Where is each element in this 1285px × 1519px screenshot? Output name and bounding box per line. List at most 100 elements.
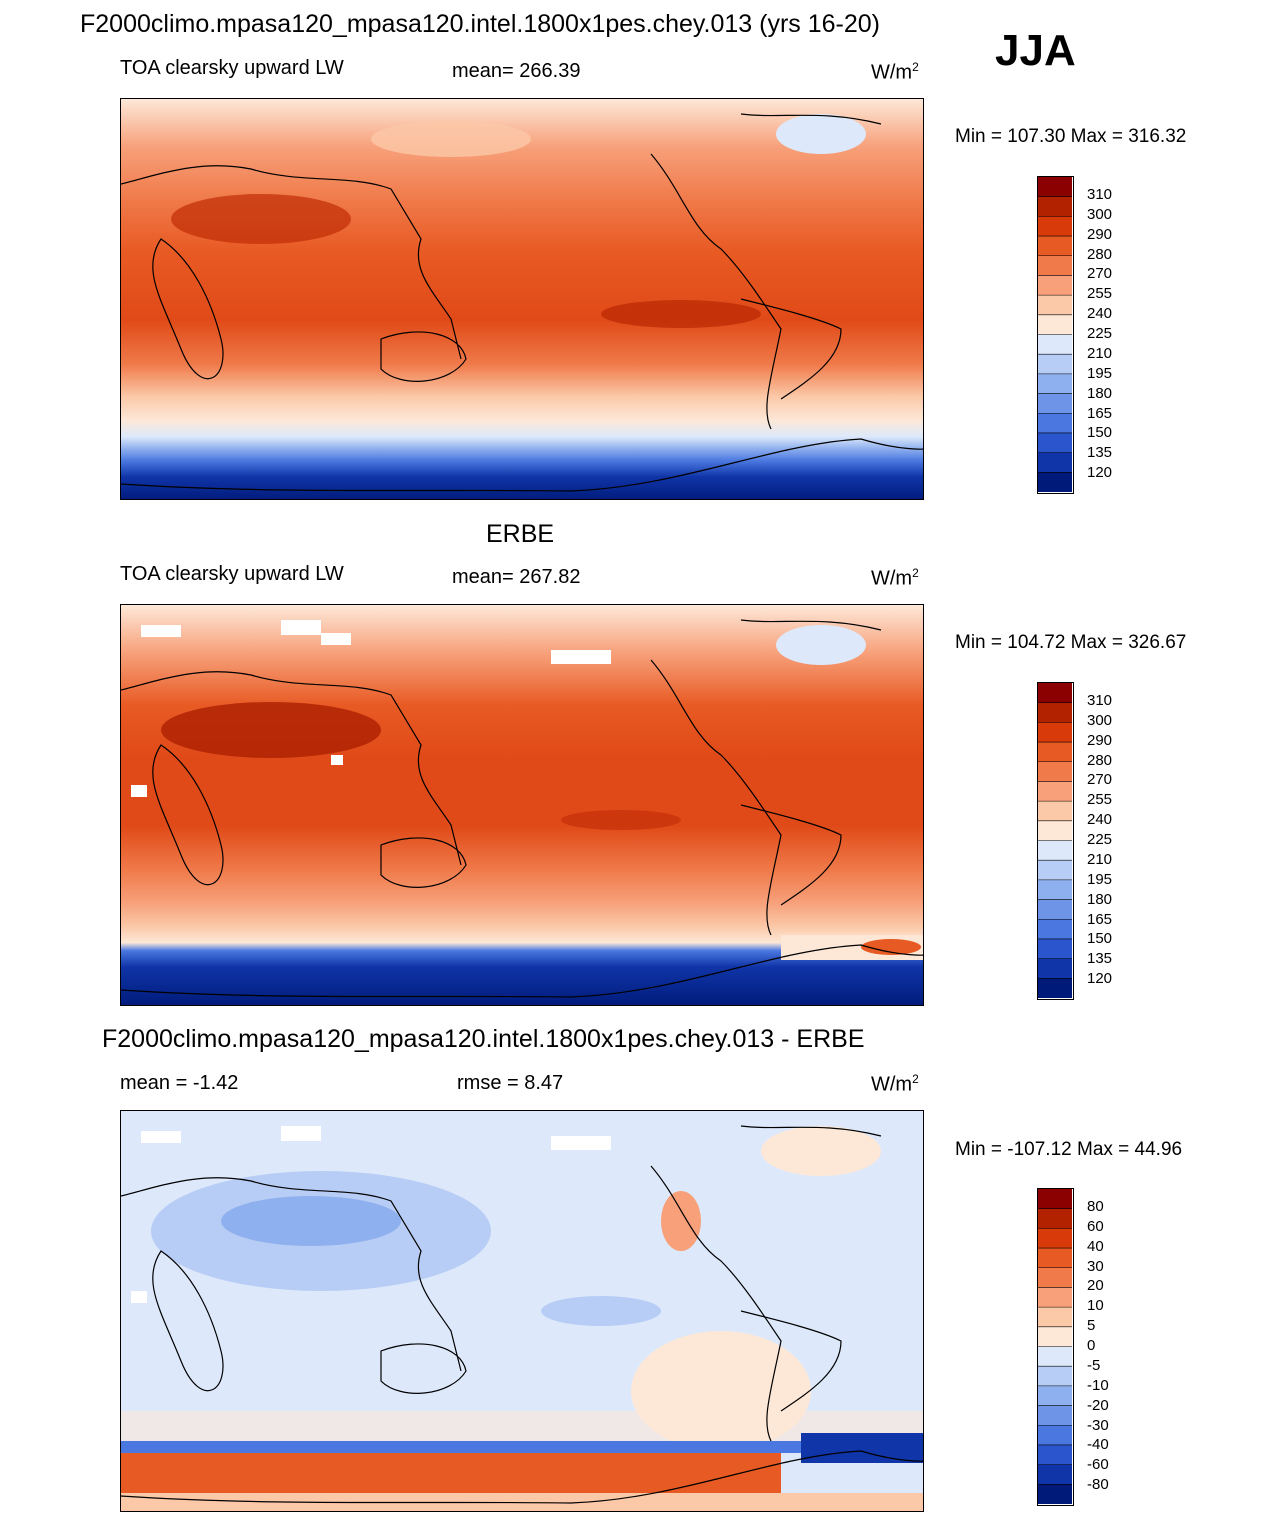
panel-model-mean-label: mean= 266.39 <box>452 60 581 82</box>
obs-colorbar-color-swatch <box>1038 860 1072 881</box>
diff-colorbar-tick-label: 40 <box>1087 1237 1104 1255</box>
diff-colorbar-tick-label: 10 <box>1087 1297 1104 1315</box>
model-colorbar-tick-label: 255 <box>1087 285 1113 303</box>
obs-colorbar-tick-label: 180 <box>1087 890 1113 908</box>
panel-obs-mean-label: mean= 267.82 <box>452 566 581 588</box>
diff-colorbar-color-swatch <box>1038 1484 1072 1505</box>
model-colorbar-color-swatch <box>1038 354 1072 375</box>
diff-colorbar-color-swatch <box>1038 1464 1072 1485</box>
model-colorbar-color-swatch <box>1038 255 1072 276</box>
diff-colorbar-color-swatch <box>1038 1326 1072 1347</box>
panel-diff-heading: F2000climo.mpasa120_mpasa120.intel.1800x… <box>102 1025 865 1053</box>
panel-model-variable-label: TOA clearsky upward LW <box>120 57 344 79</box>
model-colorbar-color-swatch <box>1038 334 1072 355</box>
figure-title: F2000climo.mpasa120_mpasa120.intel.1800x… <box>80 10 881 38</box>
obs-colorbar-color-swatch <box>1038 938 1072 960</box>
diff-colorbar-tick-label: 5 <box>1087 1317 1096 1335</box>
obs-colorbar-color-swatch <box>1038 958 1072 979</box>
panel-diff-rmse-label: rmse = 8.47 <box>457 1072 564 1094</box>
model-colorbar-tick-label: 120 <box>1087 464 1113 482</box>
diff-colorbar-color-swatch <box>1038 1228 1072 1249</box>
model-colorbar-color-swatch <box>1038 216 1072 237</box>
model-colorbar-color-swatch <box>1038 413 1072 434</box>
obs-colorbar-color-swatch <box>1038 722 1072 743</box>
model-colorbar-color-swatch <box>1038 177 1072 198</box>
obs-colorbar-color-swatch <box>1038 742 1072 763</box>
obs-colorbar-color-swatch <box>1038 978 1072 999</box>
panel-obs-variable-label: TOA clearsky upward LW <box>120 563 344 585</box>
diff-colorbar-tick-label: -30 <box>1087 1416 1109 1434</box>
obs-colorbar-tick-label: 120 <box>1087 970 1113 988</box>
diff-colorbar-tick-label: -60 <box>1087 1456 1109 1474</box>
model-colorbar-tick-label: 270 <box>1087 265 1113 283</box>
model-colorbar-color-swatch <box>1038 393 1072 414</box>
diff-colorbar-color-swatch <box>1038 1208 1072 1229</box>
diff-colorbar-color-swatch <box>1038 1189 1072 1210</box>
diff-colorbar-color-swatch <box>1038 1267 1072 1288</box>
obs-colorbar-tick-label: 195 <box>1087 870 1113 888</box>
diff-colorbar-tick-label: 30 <box>1087 1257 1104 1275</box>
obs-colorbar-tick-label: 135 <box>1087 950 1113 968</box>
obs-colorbar-color-swatch <box>1038 919 1072 940</box>
panel-obs-units: W/m2 <box>871 566 919 590</box>
model-colorbar-tick-label: 300 <box>1087 205 1113 223</box>
model-colorbar-color-swatch <box>1038 472 1072 493</box>
panel-model-minmax: Min = 107.30 Max = 316.32 <box>955 126 1187 147</box>
model-colorbar-tick-label: 225 <box>1087 325 1113 342</box>
obs-colorbar-tick-label: 300 <box>1087 711 1113 729</box>
model-colorbar-tick-label: 150 <box>1087 424 1113 442</box>
panel-diff-units: W/m2 <box>871 1072 919 1096</box>
diff-colorbar-tick-label: -40 <box>1087 1436 1109 1454</box>
model-colorbar-color-swatch <box>1038 452 1072 473</box>
diff-colorbar-color-swatch <box>1038 1248 1072 1269</box>
panel-obs-map <box>120 604 924 1006</box>
model-colorbar-tick-label: 165 <box>1087 404 1113 422</box>
coastlines <box>121 619 923 998</box>
panel-obs-heading: ERBE <box>486 520 555 548</box>
diff-colorbar-color-swatch <box>1038 1366 1072 1387</box>
diff-colorbar-tick-label: 0 <box>1087 1337 1096 1354</box>
obs-colorbar-tick-label: 280 <box>1087 751 1113 769</box>
model-colorbar-tick-label: 310 <box>1087 185 1113 203</box>
model-colorbar-color-swatch <box>1038 432 1072 454</box>
season-label: JJA <box>995 26 1076 75</box>
obs-colorbar-tick-label: 310 <box>1087 691 1113 709</box>
model-colorbar-tick-label: 290 <box>1087 225 1113 243</box>
model-colorbar-tick-label: 135 <box>1087 444 1113 462</box>
obs-colorbar-color-swatch <box>1038 761 1072 782</box>
model-colorbar-tick-label: 210 <box>1087 344 1113 362</box>
obs-colorbar-color-swatch <box>1038 899 1072 920</box>
obs-colorbar-tick-label: 210 <box>1087 850 1113 868</box>
model-colorbar-tick-label: 280 <box>1087 245 1113 263</box>
obs-colorbar-color-swatch <box>1038 820 1072 841</box>
obs-colorbar-tick-label: 165 <box>1087 910 1113 928</box>
obs-colorbar-color-swatch <box>1038 781 1072 802</box>
obs-colorbar-color-swatch <box>1038 840 1072 861</box>
diff-colorbar-color-swatch <box>1038 1425 1072 1446</box>
model-colorbar-color-swatch <box>1038 275 1072 296</box>
coastlines <box>121 113 923 492</box>
obs-colorbar-color-swatch <box>1038 702 1072 723</box>
panel-diff-mean-label: mean = -1.42 <box>120 1072 239 1094</box>
obs-colorbar-color-swatch <box>1038 683 1072 704</box>
obs-colorbar-tick-label: 255 <box>1087 791 1113 809</box>
panel-model-colorbar <box>1037 176 1074 494</box>
model-colorbar-color-swatch <box>1038 196 1072 217</box>
diff-colorbar-tick-label: -20 <box>1087 1396 1109 1414</box>
diff-colorbar-color-swatch <box>1038 1307 1072 1328</box>
panel-obs-colorbar <box>1037 682 1074 1000</box>
diff-colorbar-color-swatch <box>1038 1346 1072 1367</box>
panel-diff-map <box>120 1110 924 1512</box>
diff-colorbar-tick-label: 80 <box>1087 1197 1104 1215</box>
diff-colorbar-tick-label: -5 <box>1087 1356 1101 1374</box>
diff-colorbar-color-swatch <box>1038 1385 1072 1407</box>
diff-colorbar-tick-label: 20 <box>1087 1277 1104 1295</box>
diff-colorbar-tick-label: -10 <box>1087 1376 1109 1394</box>
diff-colorbar-tick-label: 60 <box>1087 1217 1104 1235</box>
panel-model-map <box>120 98 924 500</box>
model-colorbar-tick-label: 195 <box>1087 364 1113 382</box>
obs-colorbar-color-swatch <box>1038 879 1072 901</box>
model-colorbar-color-swatch <box>1038 236 1072 257</box>
panel-diff-colorbar <box>1037 1188 1074 1506</box>
panel-obs-minmax: Min = 104.72 Max = 326.67 <box>955 632 1187 653</box>
